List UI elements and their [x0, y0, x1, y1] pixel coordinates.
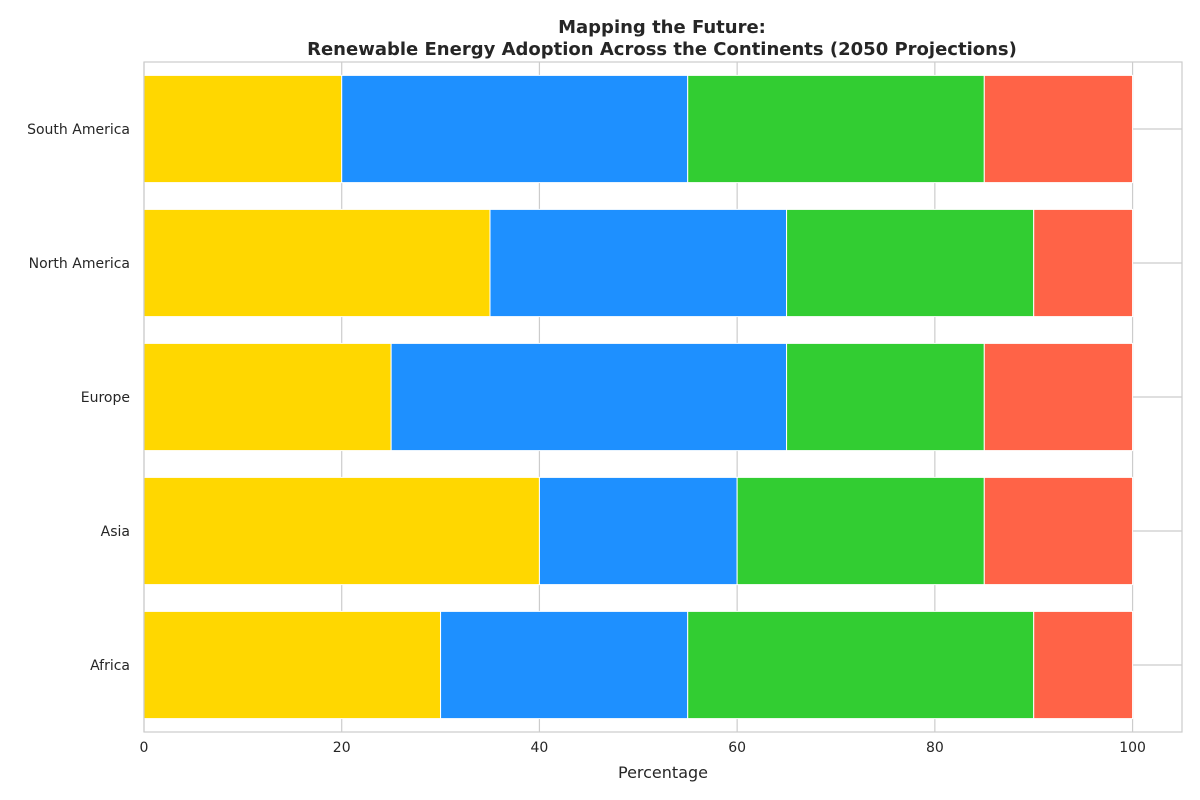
- bar-segment-1: [143, 208, 491, 318]
- y-tick-label: North America: [29, 256, 130, 272]
- y-tick-label: Asia: [101, 524, 130, 540]
- bar-segment-1: [143, 610, 442, 720]
- bars: [143, 74, 1134, 720]
- chart-title-line-1: Mapping the Future:: [558, 17, 766, 38]
- x-tick-label: 20: [333, 740, 351, 756]
- x-axis-label: Percentage: [618, 763, 708, 782]
- bar-segment-2: [390, 342, 788, 452]
- x-tick-label: 80: [926, 740, 944, 756]
- y-tick-label: Africa: [90, 658, 130, 674]
- x-tick-label: 100: [1119, 740, 1146, 756]
- bar-segment-4: [983, 476, 1134, 586]
- bar-segment-4: [983, 342, 1134, 452]
- bar-segment-1: [143, 476, 540, 586]
- y-axis-ticks: Africa Asia Europe North America South Ameri…: [27, 122, 130, 674]
- bar-segment-4: [1033, 610, 1134, 720]
- bar-segment-1: [143, 74, 343, 184]
- bar-segment-1: [143, 342, 392, 452]
- y-tick-label: South America: [27, 122, 130, 138]
- bar-segment-2: [489, 208, 788, 318]
- bar-segment-3: [786, 342, 985, 452]
- x-tick-label: 60: [728, 740, 746, 756]
- bar-segment-2: [341, 74, 689, 184]
- x-tick-label: 40: [531, 740, 549, 756]
- bar-segment-2: [538, 476, 738, 586]
- y-tick-label: Europe: [81, 390, 130, 406]
- bar-segment-4: [983, 74, 1134, 184]
- plot-frame: [143, 61, 1183, 733]
- bar-segment-2: [440, 610, 689, 720]
- bar-segment-3: [687, 74, 985, 184]
- x-tick-label: 0: [140, 740, 149, 756]
- bar-segment-3: [687, 610, 1035, 720]
- bar-segment-3: [736, 476, 985, 586]
- bar-segment-3: [786, 208, 1035, 318]
- x-axis-ticks: 0 20 40 60 80 100: [140, 740, 1146, 756]
- chart-title-line-2: Renewable Energy Adoption Across the Con…: [307, 39, 1017, 60]
- bar-segment-4: [1033, 208, 1134, 318]
